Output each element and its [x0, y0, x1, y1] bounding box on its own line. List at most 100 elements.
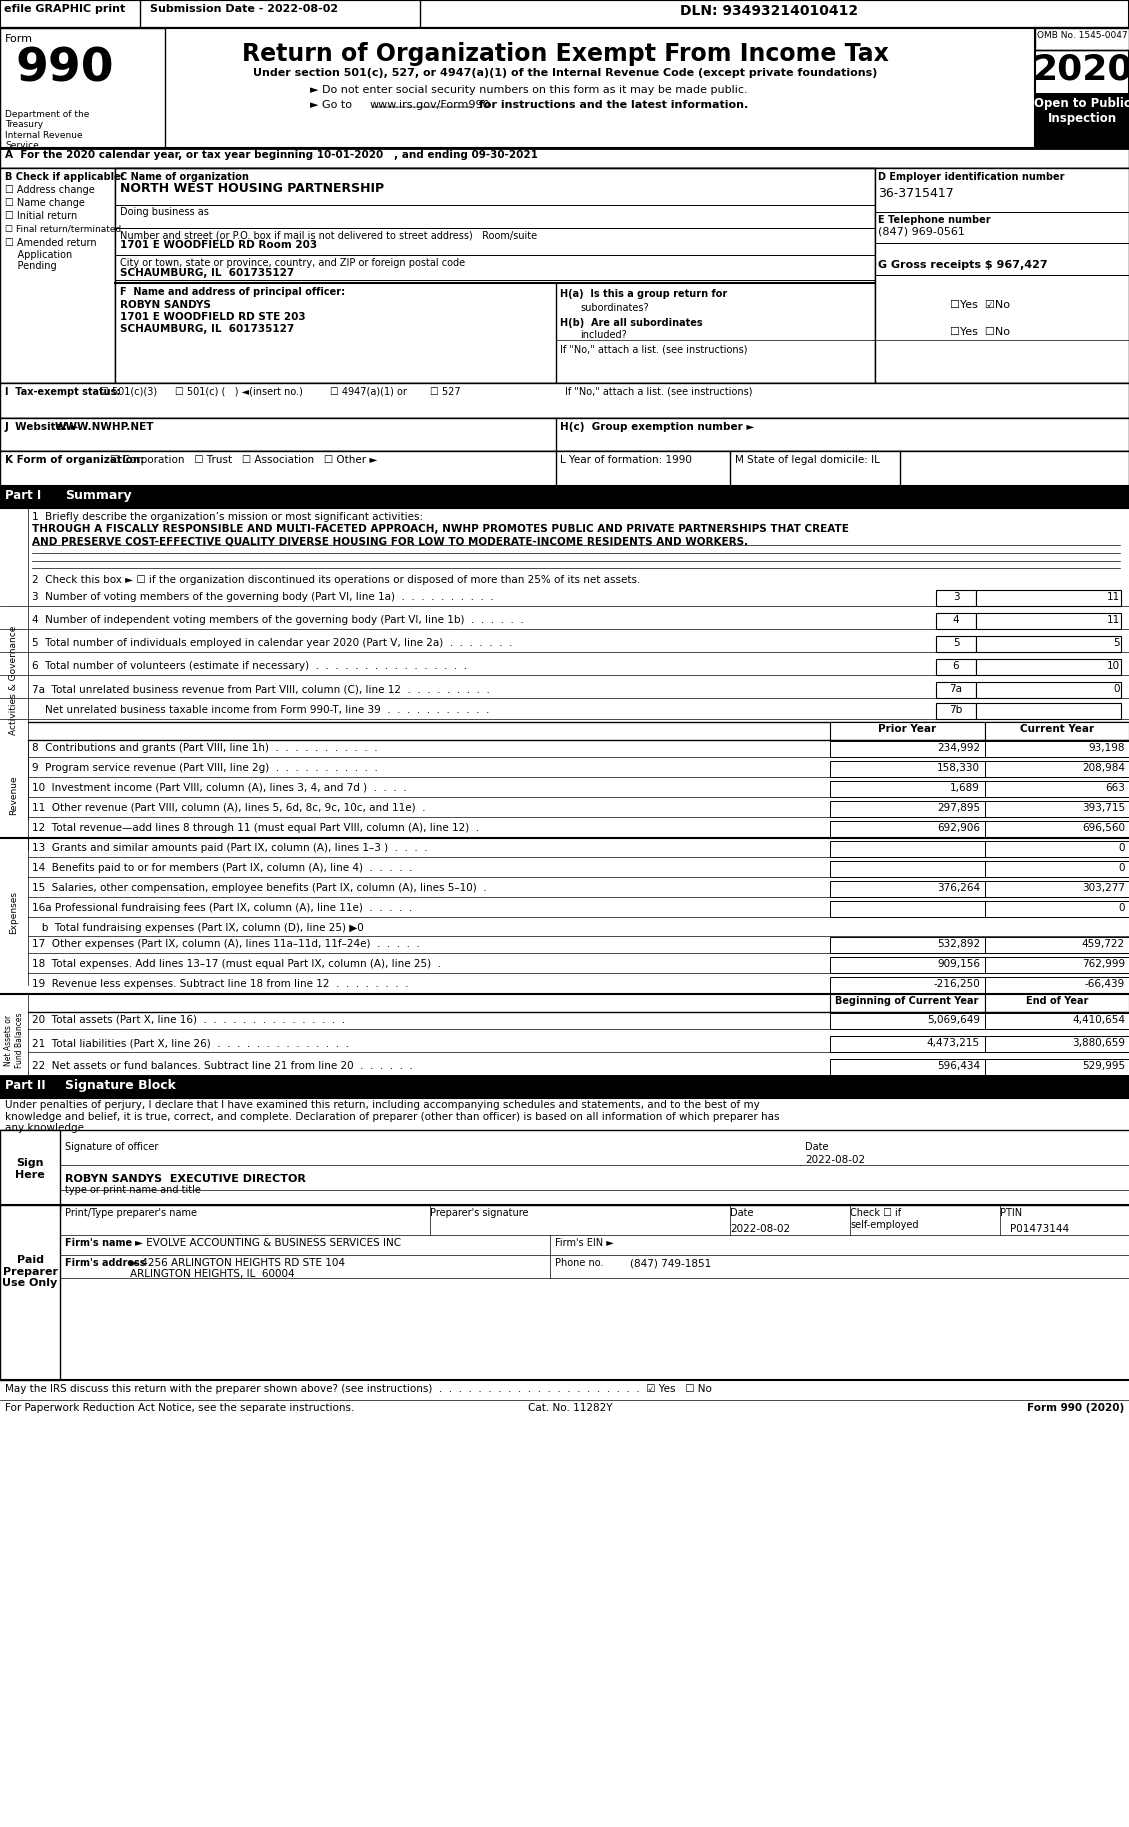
Bar — [0, 0, 1129, 27]
Text: 2  Check this box ► ☐ if the organization discontinued its operations or dispose: 2 Check this box ► ☐ if the organization… — [32, 576, 640, 585]
Text: ARLINGTON HEIGHTS, IL  60004: ARLINGTON HEIGHTS, IL 60004 — [130, 1270, 295, 1279]
Text: ☐ Final return/terminated: ☐ Final return/terminated — [5, 225, 121, 234]
Text: b  Total fundraising expenses (Part IX, column (D), line 25) ▶0: b Total fundraising expenses (Part IX, c… — [32, 923, 364, 934]
Text: C Name of organization: C Name of organization — [120, 172, 248, 183]
Text: Check ☐ if
self-employed: Check ☐ if self-employed — [850, 1208, 919, 1230]
Text: City or town, state or province, country, and ZIP or foreign postal code: City or town, state or province, country… — [120, 258, 465, 269]
Text: ☐ 4947(a)(1) or: ☐ 4947(a)(1) or — [330, 387, 406, 396]
Bar — [115, 168, 875, 384]
Text: 19  Revenue less expenses. Subtract line 18 from line 12  .  .  .  .  .  .  .  .: 19 Revenue less expenses. Subtract line … — [32, 979, 409, 988]
Bar — [830, 901, 984, 917]
Text: Beginning of Current Year: Beginning of Current Year — [835, 996, 979, 1007]
Text: 990: 990 — [15, 46, 114, 91]
Bar — [984, 722, 1129, 740]
Text: ► EVOLVE ACCOUNTING & BUSINESS SERVICES INC: ► EVOLVE ACCOUNTING & BUSINESS SERVICES … — [135, 1239, 401, 1248]
Text: Submission Date - 2022-08-02: Submission Date - 2022-08-02 — [150, 4, 338, 15]
Text: (847) 969-0561: (847) 969-0561 — [878, 227, 965, 238]
Bar — [984, 957, 1129, 974]
Text: 762,999: 762,999 — [1082, 959, 1124, 968]
Text: 22  Net assets or fund balances. Subtract line 21 from line 20  .  .  .  .  .  .: 22 Net assets or fund balances. Subtract… — [32, 1061, 413, 1071]
Text: 10  Investment income (Part VIII, column (A), lines 3, 4, and 7d )  .  .  .  .: 10 Investment income (Part VIII, column … — [32, 784, 406, 793]
Bar — [830, 722, 984, 740]
Text: ☐ Initial return: ☐ Initial return — [5, 210, 77, 221]
Text: WWW.NWHP.NET: WWW.NWHP.NET — [55, 422, 155, 431]
Text: Doing business as: Doing business as — [120, 206, 209, 217]
Bar — [975, 681, 1121, 698]
Text: Date: Date — [805, 1142, 829, 1153]
Text: type or print name and title: type or print name and title — [65, 1186, 201, 1195]
Bar — [165, 27, 1035, 148]
Bar — [984, 1036, 1129, 1052]
Text: I  Tax-exempt status:: I Tax-exempt status: — [5, 387, 121, 396]
Text: 234,992: 234,992 — [937, 744, 980, 753]
Text: 663: 663 — [1105, 784, 1124, 793]
Text: Department of the
Treasury
Internal Revenue
Service: Department of the Treasury Internal Reve… — [5, 110, 89, 150]
Text: 2022-08-02: 2022-08-02 — [730, 1224, 790, 1233]
Text: 529,995: 529,995 — [1082, 1061, 1124, 1071]
Text: 3,880,659: 3,880,659 — [1073, 1038, 1124, 1049]
Bar — [936, 590, 975, 607]
Text: 303,277: 303,277 — [1082, 882, 1124, 893]
Text: Sign
Here: Sign Here — [15, 1158, 45, 1180]
Text: Signature Block: Signature Block — [65, 1080, 176, 1093]
Bar — [984, 861, 1129, 877]
Bar — [830, 977, 984, 994]
Text: Paid
Preparer
Use Only: Paid Preparer Use Only — [2, 1255, 58, 1288]
Text: 4,410,654: 4,410,654 — [1073, 1016, 1124, 1025]
Text: Open to Public
Inspection: Open to Public Inspection — [1033, 97, 1129, 124]
Text: ☐ Amended return
    Application
    Pending: ☐ Amended return Application Pending — [5, 238, 97, 270]
Bar — [830, 957, 984, 974]
Bar — [984, 1060, 1129, 1074]
Text: 1701 E WOODFIELD RD Room 203: 1701 E WOODFIELD RD Room 203 — [120, 239, 317, 250]
Text: OMB No. 1545-0047: OMB No. 1545-0047 — [1036, 31, 1128, 40]
Bar — [984, 800, 1129, 817]
Bar — [0, 1131, 60, 1209]
Text: H(a)  Is this a group return for: H(a) Is this a group return for — [560, 289, 727, 300]
Text: B Check if applicable:: B Check if applicable: — [5, 172, 124, 183]
Bar — [984, 977, 1129, 994]
Text: ► Go to: ► Go to — [310, 100, 356, 110]
Text: H(b)  Are all subordinates: H(b) Are all subordinates — [560, 318, 702, 329]
Text: Number and street (or P.O. box if mail is not delivered to street address)   Roo: Number and street (or P.O. box if mail i… — [120, 230, 537, 239]
Text: ☑ Corporation   ☐ Trust   ☐ Association   ☐ Other ►: ☑ Corporation ☐ Trust ☐ Association ☐ Ot… — [110, 455, 377, 466]
Text: ROBYN SANDYS: ROBYN SANDYS — [120, 300, 211, 311]
Text: Firm's EIN ►: Firm's EIN ► — [555, 1239, 614, 1248]
Text: 4: 4 — [953, 616, 960, 625]
Bar — [936, 636, 975, 652]
Bar — [830, 994, 984, 1012]
Bar — [830, 1012, 984, 1029]
Text: 2022-08-02: 2022-08-02 — [805, 1155, 865, 1166]
Bar — [984, 937, 1129, 954]
Bar — [0, 1206, 60, 1379]
Text: 6  Total number of volunteers (estimate if necessary)  .  .  .  .  .  .  .  .  .: 6 Total number of volunteers (estimate i… — [32, 661, 467, 671]
Text: For Paperwork Reduction Act Notice, see the separate instructions.: For Paperwork Reduction Act Notice, see … — [5, 1403, 355, 1412]
Bar — [936, 703, 975, 720]
Text: A  For the 2020 calendar year, or tax year beginning 10-01-2020   , and ending 0: A For the 2020 calendar year, or tax yea… — [5, 150, 537, 161]
Text: SCHAUMBURG, IL  601735127: SCHAUMBURG, IL 601735127 — [120, 269, 295, 278]
Text: Summary: Summary — [65, 490, 132, 502]
Text: 7a  Total unrelated business revenue from Part VIII, column (C), line 12  .  .  : 7a Total unrelated business revenue from… — [32, 683, 490, 694]
Text: 158,330: 158,330 — [937, 764, 980, 773]
Text: 17  Other expenses (Part IX, column (A), lines 11a–11d, 11f–24e)  .  .  .  .  .: 17 Other expenses (Part IX, column (A), … — [32, 939, 420, 948]
Text: Date: Date — [730, 1208, 753, 1219]
Text: 5,069,649: 5,069,649 — [927, 1016, 980, 1025]
Text: 376,264: 376,264 — [937, 882, 980, 893]
Text: Phone no.: Phone no. — [555, 1259, 604, 1268]
Bar — [0, 1076, 1129, 1098]
Text: 36-3715417: 36-3715417 — [878, 186, 954, 199]
Bar — [0, 486, 1129, 508]
Text: Part I: Part I — [5, 490, 42, 502]
Text: 7a: 7a — [949, 683, 963, 694]
Text: 692,906: 692,906 — [937, 822, 980, 833]
Text: 0: 0 — [1119, 862, 1124, 873]
Text: -66,439: -66,439 — [1085, 979, 1124, 988]
Bar — [830, 840, 984, 857]
Bar — [975, 614, 1121, 628]
Text: 1  Briefly describe the organization’s mission or most significant activities:: 1 Briefly describe the organization’s mi… — [32, 512, 423, 523]
Text: ☐ Address change: ☐ Address change — [5, 185, 95, 195]
Text: 93,198: 93,198 — [1088, 744, 1124, 753]
Text: 1701 E WOODFIELD RD STE 203: 1701 E WOODFIELD RD STE 203 — [120, 312, 306, 322]
Text: 11: 11 — [1106, 616, 1120, 625]
Text: 0: 0 — [1119, 903, 1124, 914]
Bar — [984, 901, 1129, 917]
